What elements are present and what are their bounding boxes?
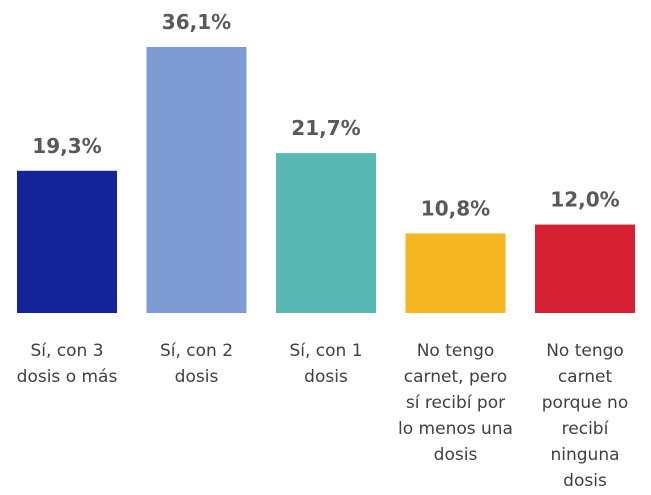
value-label: 12,0% xyxy=(550,188,619,212)
category-label: Sí, con 1 dosis xyxy=(289,341,363,387)
bar xyxy=(17,170,117,313)
category-label: No tengo carnet, pero sí recibí por lo m… xyxy=(398,341,513,465)
bar xyxy=(146,47,247,313)
value-label: 19,3% xyxy=(32,134,101,158)
bar xyxy=(405,233,506,313)
value-label: 10,8% xyxy=(421,196,490,220)
category-label: Sí, con 2 dosis xyxy=(159,341,234,387)
bar xyxy=(535,224,635,313)
value-label: 36,1% xyxy=(162,10,231,34)
category-label: Sí, con 3 dosis o más xyxy=(16,341,118,387)
value-label: 21,7% xyxy=(291,116,360,140)
category-label: No tengo carnet porque no recibí ninguna… xyxy=(541,341,629,491)
bar xyxy=(276,153,376,313)
